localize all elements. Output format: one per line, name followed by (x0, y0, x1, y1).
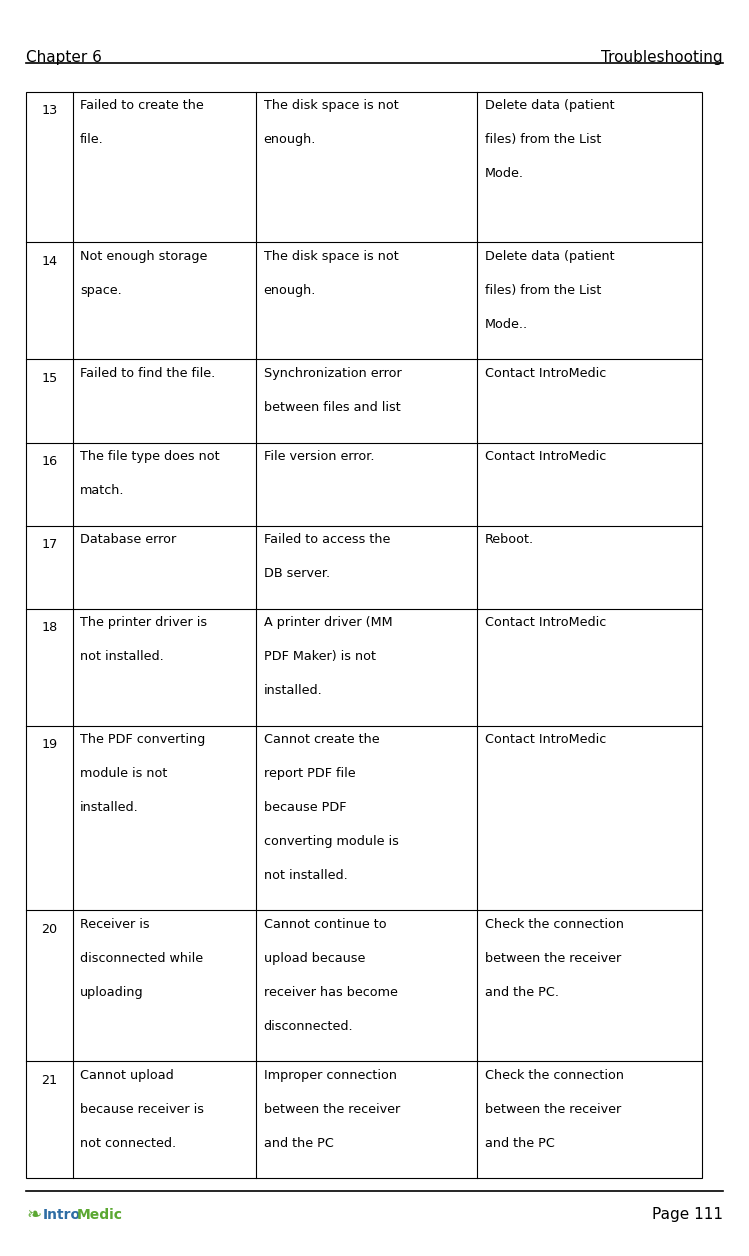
Text: Cannot continue to: Cannot continue to (264, 918, 386, 931)
Text: disconnected while: disconnected while (80, 952, 203, 965)
Text: installed.: installed. (264, 685, 322, 697)
Text: Page 111: Page 111 (652, 1207, 723, 1222)
Text: Troubleshooting: Troubleshooting (601, 50, 723, 65)
Text: enough.: enough. (264, 133, 316, 146)
Text: DB server.: DB server. (264, 568, 330, 580)
Text: Synchronization error: Synchronization error (264, 367, 401, 381)
Text: space.: space. (80, 284, 122, 298)
Text: match.: match. (80, 484, 124, 497)
Text: Contact IntroMedic: Contact IntroMedic (485, 734, 606, 746)
Text: between the receiver: between the receiver (485, 952, 621, 965)
Text: converting module is: converting module is (264, 835, 398, 848)
Text: file.: file. (80, 133, 104, 146)
Text: Delete data (patient: Delete data (patient (485, 250, 614, 264)
Text: ❧: ❧ (26, 1206, 41, 1223)
Text: Database error: Database error (80, 534, 177, 546)
Text: The printer driver is: The printer driver is (80, 617, 207, 629)
Text: Cannot create the: Cannot create the (264, 734, 379, 746)
Text: Delete data (patient: Delete data (patient (485, 99, 614, 112)
Text: installed.: installed. (80, 801, 139, 814)
Text: between files and list: between files and list (264, 401, 401, 414)
Text: The file type does not: The file type does not (80, 450, 219, 463)
Text: not connected.: not connected. (80, 1137, 176, 1149)
Text: 14: 14 (41, 255, 58, 269)
Text: and the PC: and the PC (264, 1137, 333, 1149)
Text: Check the connection: Check the connection (485, 1069, 624, 1081)
Text: Cannot upload: Cannot upload (80, 1069, 174, 1081)
Text: 13: 13 (41, 104, 58, 117)
Text: Improper connection: Improper connection (264, 1069, 397, 1081)
Text: upload because: upload because (264, 952, 365, 965)
Text: A printer driver (MM: A printer driver (MM (264, 617, 392, 629)
Text: The disk space is not: The disk space is not (264, 250, 398, 264)
Text: Mode..: Mode.. (485, 318, 528, 330)
Text: files) from the List: files) from the List (485, 284, 601, 298)
Text: Failed to create the: Failed to create the (80, 99, 204, 112)
Text: 15: 15 (41, 372, 58, 386)
Text: Failed to access the: Failed to access the (264, 534, 390, 546)
Text: enough.: enough. (264, 284, 316, 298)
Text: 18: 18 (41, 622, 58, 634)
Text: Mode.: Mode. (485, 167, 524, 180)
Text: Contact IntroMedic: Contact IntroMedic (485, 367, 606, 381)
Text: Contact IntroMedic: Contact IntroMedic (485, 450, 606, 463)
Text: Check the connection: Check the connection (485, 918, 624, 931)
Text: File version error.: File version error. (264, 450, 374, 463)
Text: uploading: uploading (80, 986, 144, 999)
Text: between the receiver: between the receiver (264, 1103, 400, 1115)
Text: Intro: Intro (43, 1207, 81, 1222)
Text: between the receiver: between the receiver (485, 1103, 621, 1115)
Text: module is not: module is not (80, 767, 168, 780)
Text: 21: 21 (41, 1074, 58, 1086)
Text: Contact IntroMedic: Contact IntroMedic (485, 617, 606, 629)
Text: files) from the List: files) from the List (485, 133, 601, 146)
Text: 16: 16 (41, 455, 58, 468)
Text: 20: 20 (41, 923, 58, 936)
Text: and the PC.: and the PC. (485, 986, 559, 999)
Text: 19: 19 (41, 739, 58, 751)
Text: disconnected.: disconnected. (264, 1020, 354, 1032)
Text: Chapter 6: Chapter 6 (26, 50, 102, 65)
Text: Medic: Medic (76, 1207, 122, 1222)
Text: because PDF: because PDF (264, 801, 346, 814)
Text: not installed.: not installed. (80, 651, 164, 663)
Text: Reboot.: Reboot. (485, 534, 534, 546)
Text: report PDF file: report PDF file (264, 767, 355, 780)
Text: 17: 17 (41, 539, 58, 551)
Text: Not enough storage: Not enough storage (80, 250, 207, 264)
Text: Receiver is: Receiver is (80, 918, 150, 931)
Text: Failed to find the file.: Failed to find the file. (80, 367, 216, 381)
Text: receiver has become: receiver has become (264, 986, 398, 999)
Text: and the PC: and the PC (485, 1137, 554, 1149)
Text: because receiver is: because receiver is (80, 1103, 204, 1115)
Text: PDF Maker) is not: PDF Maker) is not (264, 651, 376, 663)
Bar (26, 92, 702, 1178)
Text: The PDF converting: The PDF converting (80, 734, 205, 746)
Text: not installed.: not installed. (264, 869, 348, 882)
Text: The disk space is not: The disk space is not (264, 99, 398, 112)
